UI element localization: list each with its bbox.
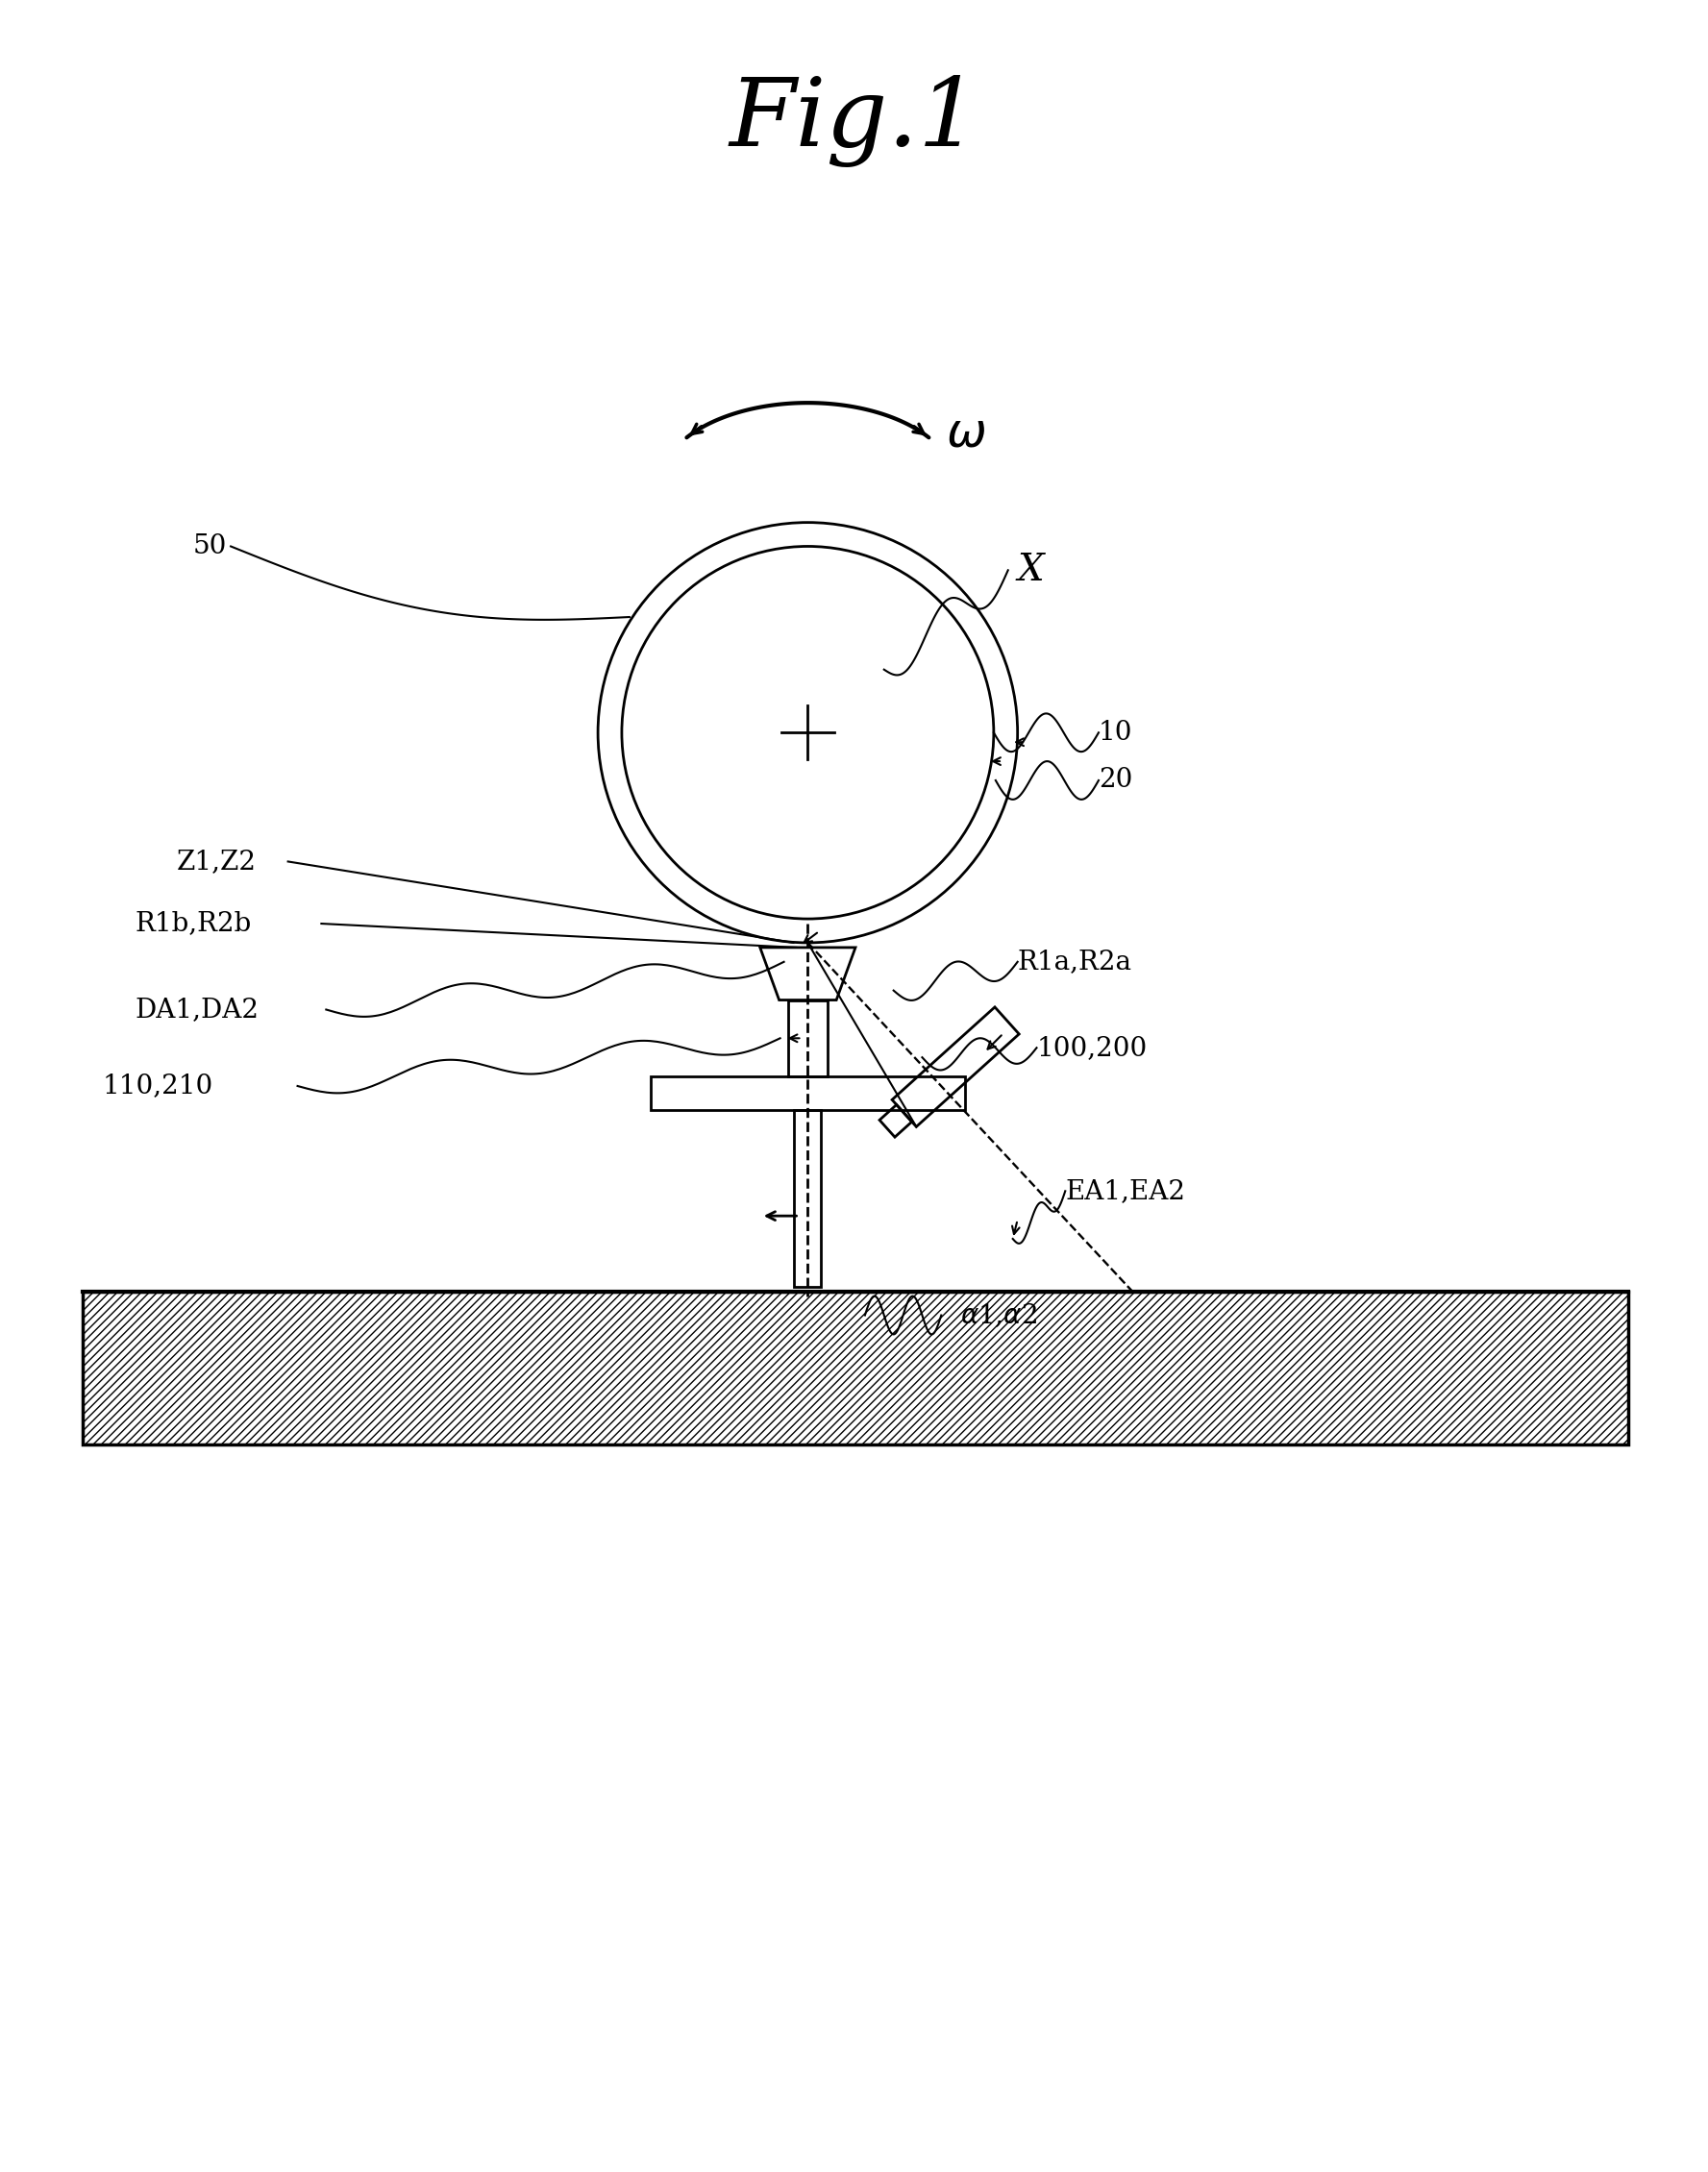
Text: $\alpha$1,$\alpha$2: $\alpha$1,$\alpha$2 — [960, 1301, 1037, 1329]
Bar — [651, 1077, 965, 1110]
Bar — [787, 999, 828, 1077]
Text: Fig.1: Fig.1 — [729, 76, 979, 167]
Text: R1a,R2a: R1a,R2a — [1018, 949, 1132, 975]
Text: X: X — [1018, 552, 1044, 589]
Text: R1b,R2b: R1b,R2b — [135, 910, 253, 936]
Bar — [84, 1292, 1628, 1444]
Text: EA1,EA2: EA1,EA2 — [1066, 1177, 1185, 1203]
Text: $\omega$: $\omega$ — [946, 408, 986, 456]
Text: Z1,Z2: Z1,Z2 — [176, 849, 256, 875]
Text: 110,210: 110,210 — [102, 1073, 214, 1099]
Text: 20: 20 — [1098, 767, 1132, 793]
Text: DA1,DA2: DA1,DA2 — [135, 997, 260, 1023]
Bar — [794, 1110, 822, 1286]
Text: 100,200: 100,200 — [1037, 1034, 1148, 1060]
Text: 10: 10 — [1098, 719, 1132, 745]
Text: 50: 50 — [193, 534, 227, 560]
